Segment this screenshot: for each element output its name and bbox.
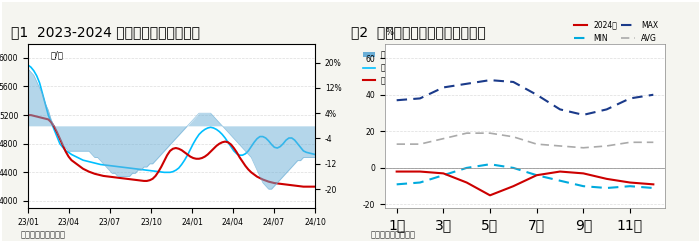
Text: %: % — [385, 28, 393, 37]
Text: 元/吨: 元/吨 — [51, 50, 64, 59]
Text: 数据来源：卓创资讯: 数据来源：卓创资讯 — [371, 230, 416, 239]
Text: 图1  2023-2024 年白卡纸毛利率走势图: 图1 2023-2024 年白卡纸毛利率走势图 — [10, 25, 199, 39]
Legend: 毛利率（右）, 总成本, 白卡纸价格: 毛利率（右）, 总成本, 白卡纸价格 — [360, 47, 412, 88]
Text: 数据来源：卓创资讯: 数据来源：卓创资讯 — [21, 230, 66, 239]
Legend: 2024年, MIN, MAX, AVG: 2024年, MIN, MAX, AVG — [570, 18, 662, 46]
Text: 图2  近五年白卡纸毛利率波动特点: 图2 近五年白卡纸毛利率波动特点 — [351, 25, 486, 39]
